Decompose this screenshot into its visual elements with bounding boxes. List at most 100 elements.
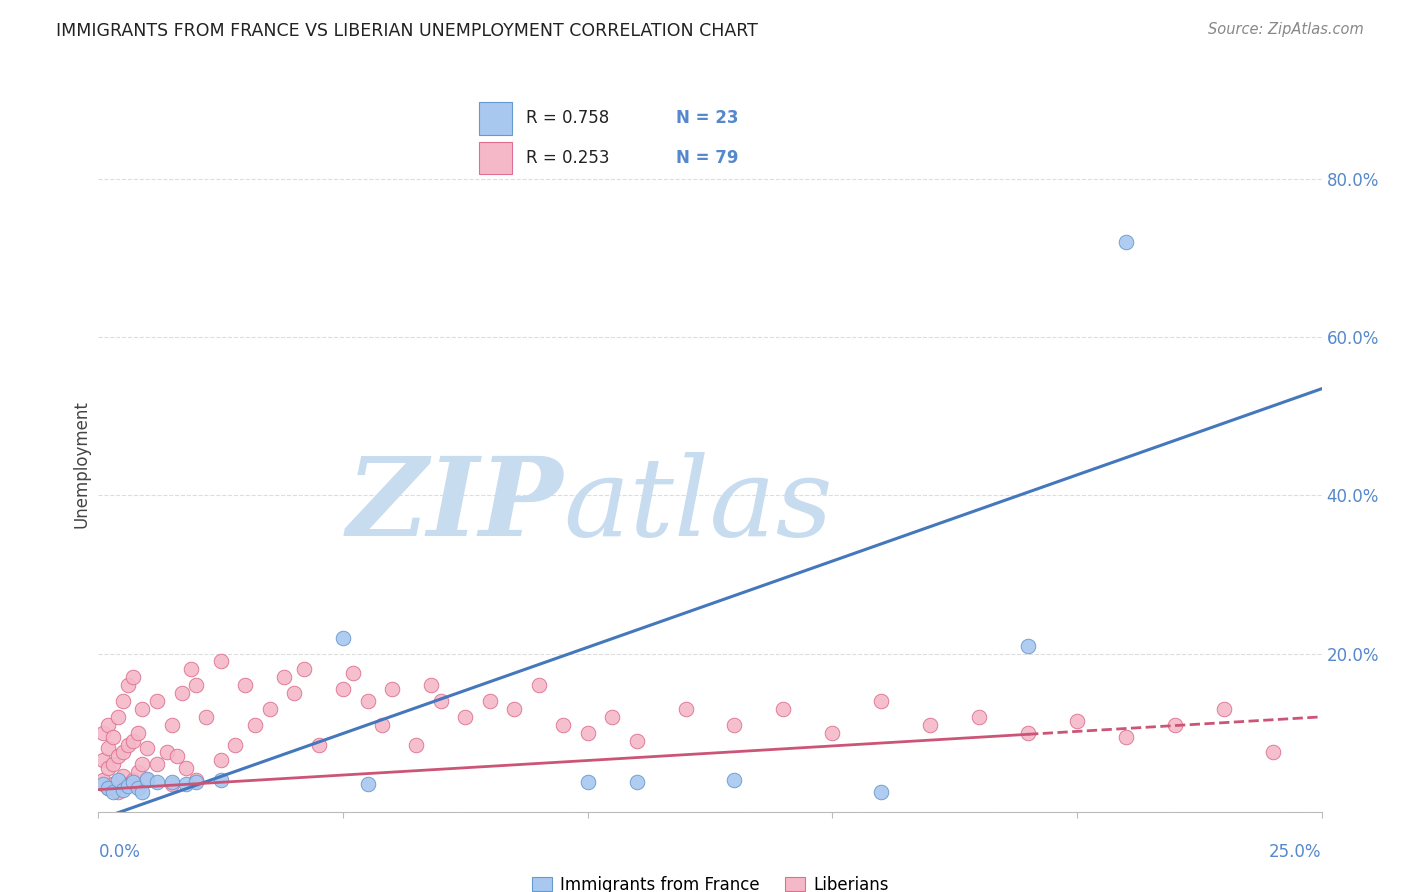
Point — [1212, 702, 1234, 716]
Point — [1115, 235, 1137, 250]
Point — [136, 773, 159, 788]
Point — [176, 761, 198, 775]
Point — [111, 694, 134, 708]
Point — [111, 746, 134, 760]
Point — [553, 717, 575, 731]
Point — [156, 746, 179, 760]
Point — [160, 777, 183, 791]
Point — [478, 694, 501, 708]
Point — [101, 730, 124, 744]
Text: R = 0.758: R = 0.758 — [526, 110, 609, 128]
Point — [209, 655, 232, 669]
Point — [371, 717, 394, 731]
Point — [107, 749, 129, 764]
Point — [332, 631, 354, 645]
Text: 0.0%: 0.0% — [98, 843, 141, 861]
Point — [209, 773, 232, 788]
Point — [576, 774, 599, 789]
Point — [101, 757, 124, 772]
Point — [292, 662, 315, 676]
Point — [146, 757, 169, 772]
Point — [117, 780, 139, 794]
Point — [821, 725, 844, 739]
Point — [117, 777, 139, 791]
Point — [356, 694, 378, 708]
Point — [97, 761, 120, 775]
Text: N = 23: N = 23 — [676, 110, 738, 128]
Point — [723, 717, 745, 731]
Point — [259, 702, 281, 716]
Point — [117, 678, 139, 692]
Point — [107, 773, 129, 788]
Text: 25.0%: 25.0% — [1270, 843, 1322, 861]
Bar — [478, 142, 512, 175]
Text: ZIP: ZIP — [347, 452, 564, 559]
Point — [186, 774, 208, 789]
Point — [342, 666, 364, 681]
Point — [166, 749, 188, 764]
Point — [121, 774, 143, 789]
Legend: Immigrants from France, Liberians: Immigrants from France, Liberians — [524, 870, 896, 892]
Point — [527, 678, 550, 692]
Point — [405, 738, 427, 752]
Point — [121, 733, 143, 747]
Point — [576, 725, 599, 739]
Point — [503, 702, 526, 716]
Point — [91, 777, 114, 791]
Point — [1115, 730, 1137, 744]
Point — [772, 702, 794, 716]
Point — [233, 678, 256, 692]
Bar — [478, 103, 512, 135]
Point — [101, 785, 124, 799]
Point — [870, 785, 893, 799]
Point — [136, 741, 159, 756]
Point — [107, 710, 129, 724]
Text: IMMIGRANTS FROM FRANCE VS LIBERIAN UNEMPLOYMENT CORRELATION CHART: IMMIGRANTS FROM FRANCE VS LIBERIAN UNEMP… — [56, 22, 758, 40]
Point — [97, 741, 120, 756]
Point — [186, 678, 208, 692]
Point — [91, 753, 114, 767]
Text: R = 0.253: R = 0.253 — [526, 149, 610, 168]
Point — [170, 686, 193, 700]
Point — [97, 717, 120, 731]
Point — [967, 710, 990, 724]
Point — [121, 773, 143, 788]
Point — [127, 725, 149, 739]
Point — [1164, 717, 1187, 731]
Point — [127, 765, 149, 780]
Point — [101, 777, 124, 791]
Point — [176, 777, 198, 791]
Point — [430, 694, 453, 708]
Point — [454, 710, 477, 724]
Point — [186, 773, 208, 788]
Point — [243, 717, 266, 731]
Point — [381, 682, 404, 697]
Point — [308, 738, 330, 752]
Point — [273, 670, 295, 684]
Point — [107, 785, 129, 799]
Point — [146, 774, 169, 789]
Point — [121, 670, 143, 684]
Point — [111, 782, 134, 797]
Point — [1017, 725, 1039, 739]
Point — [97, 780, 120, 795]
Point — [626, 774, 648, 789]
Point — [97, 780, 120, 795]
Point — [131, 785, 153, 799]
Point — [117, 738, 139, 752]
Point — [1066, 714, 1088, 728]
Text: atlas: atlas — [564, 452, 832, 559]
Point — [209, 753, 232, 767]
Point — [131, 702, 153, 716]
Point — [332, 682, 354, 697]
Point — [1261, 746, 1284, 760]
Point — [180, 662, 202, 676]
Point — [920, 717, 942, 731]
Point — [1017, 639, 1039, 653]
Point — [91, 725, 114, 739]
Point — [675, 702, 697, 716]
Text: Source: ZipAtlas.com: Source: ZipAtlas.com — [1208, 22, 1364, 37]
Point — [111, 769, 134, 783]
Point — [420, 678, 443, 692]
Point — [283, 686, 305, 700]
